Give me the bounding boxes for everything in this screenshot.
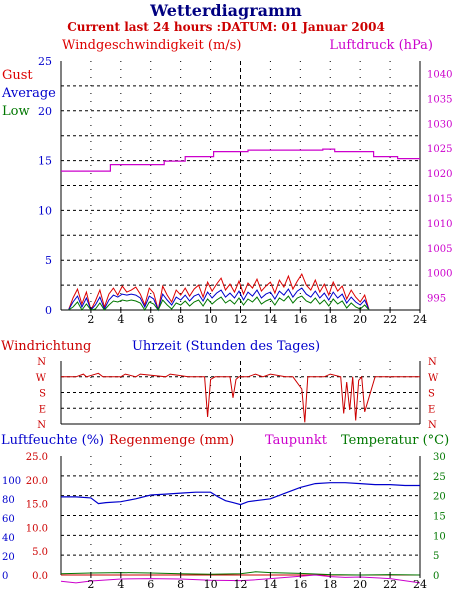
direction-tick-right: E: [428, 404, 435, 415]
rain-tick-label: 20.0: [26, 476, 48, 487]
legend-average: Average: [1, 86, 56, 101]
climate-xtick-label: 12: [234, 578, 248, 591]
pressure-ytick-label: 1000: [427, 269, 452, 280]
pressure-ytick-label: 1030: [427, 119, 452, 130]
climate-xtick-label: 24: [413, 578, 427, 591]
wind-ytick-label: 0: [45, 304, 52, 317]
direction-tick-right: S: [428, 389, 435, 400]
humidity-tick-label: 0: [2, 571, 8, 582]
temperature-tick-label: 20: [433, 492, 446, 503]
average-line: [68, 287, 370, 312]
wind-direction-line: [61, 372, 420, 423]
climate-xtick-label: 20: [353, 578, 367, 591]
humidity-tick-label: 100: [2, 476, 21, 487]
gust-line: [68, 273, 370, 312]
climate-xtick-label: 6: [147, 578, 154, 591]
legend-gust: Gust: [2, 68, 33, 83]
wind-direction-panel: Windrichtung Uhrzeit (Stunden des Tages) N…: [1, 339, 439, 431]
wind-xtick-label: 12: [234, 313, 248, 326]
temperature-tick-label: 15: [433, 512, 446, 523]
direction-tick-left: E: [39, 404, 46, 415]
climate-label-1: Regenmenge (mm): [109, 433, 234, 448]
wind-pressure-panel: Windgeschwindigkeit (m/s) Luftdruck (hPa)…: [1, 38, 452, 326]
wind-xtick-label: 22: [383, 313, 397, 326]
humidity-tick-label: 20: [2, 552, 15, 563]
rain-tick-label: 5.0: [32, 547, 48, 558]
time-axis-label: Uhrzeit (Stunden des Tages): [132, 339, 320, 354]
rain-tick-label: 10.0: [26, 523, 48, 534]
wind-xtick-label: 24: [413, 313, 427, 326]
climate-label-3: Temperatur (°C): [341, 433, 449, 448]
wind-speed-axis-label: Windgeschwindigkeit (m/s): [62, 38, 241, 53]
climate-label-0: Luftfeuchte (%): [1, 433, 104, 448]
pressure-ytick-label: 1020: [427, 169, 452, 180]
humidity-tick-label: 40: [2, 533, 15, 544]
climate-xtick-label: 10: [204, 578, 218, 591]
wind-ytick-label: 5: [45, 254, 52, 267]
chart-subtitle: Current last 24 hours :DATUM: 01 Januar …: [67, 20, 385, 34]
temperature-tick-label: 10: [433, 531, 446, 542]
direction-tick-left: N: [37, 420, 46, 431]
rain-tick-label: 15.0: [26, 500, 48, 511]
dewpoint-line: [60, 574, 421, 584]
climate-xtick-label: 8: [177, 578, 184, 591]
climate-xtick-label: 18: [323, 578, 337, 591]
rain-tick-label: 0.0: [32, 571, 48, 582]
wind-xtick-label: 2: [87, 313, 94, 326]
wind-xtick-label: 16: [293, 313, 307, 326]
direction-tick-left: W: [36, 373, 47, 384]
wind-xtick-label: 4: [117, 313, 124, 326]
direction-tick-left: N: [37, 357, 46, 368]
wind-xtick-label: 14: [263, 313, 277, 326]
rain-tick-label: 25.0: [26, 452, 48, 463]
wind-xtick-label: 6: [147, 313, 154, 326]
humidity-temperature-panel: Luftfeuchte (%) Regenmenge (mm) Taupunkt Te…: [1, 433, 449, 591]
humidity-tick-label: 60: [2, 514, 15, 525]
wind-xtick-label: 20: [353, 313, 367, 326]
pressure-ytick-label: 1005: [427, 244, 452, 255]
humidity-line: [61, 482, 420, 506]
chart-title: Wetterdiagramm: [149, 1, 302, 20]
temperature-tick-label: 30: [433, 452, 446, 463]
pressure-ytick-label: 1015: [427, 194, 452, 205]
wind-direction-label: Windrichtung: [1, 339, 91, 354]
climate-xtick-label: 22: [383, 578, 397, 591]
climate-xtick-label: 16: [293, 578, 307, 591]
wind-ytick-label: 10: [38, 204, 52, 217]
low-line: [68, 295, 370, 311]
pressure-axis-label: Luftdruck (hPa): [329, 38, 433, 53]
climate-xtick-label: 2: [87, 578, 94, 591]
pressure-ytick-label: 1010: [427, 219, 452, 230]
pressure-ytick-label: 1035: [427, 94, 452, 105]
direction-tick-left: S: [39, 389, 46, 400]
temperature-tick-label: 0: [433, 571, 439, 582]
wind-xtick-label: 10: [204, 313, 218, 326]
temperature-tick-label: 5: [433, 551, 439, 562]
legend-low: Low: [2, 104, 30, 119]
temperature-line: [60, 571, 421, 576]
climate-xtick-label: 14: [263, 578, 277, 591]
direction-tick-right: N: [428, 357, 437, 368]
direction-tick-right: W: [428, 373, 439, 384]
wind-ytick-label: 15: [38, 155, 52, 168]
climate-xtick-label: 4: [117, 578, 124, 591]
humidity-tick-label: 80: [2, 495, 15, 506]
pressure-ytick-label: 995: [427, 294, 446, 305]
climate-label-2: Taupunkt: [265, 433, 328, 448]
wind-xtick-label: 18: [323, 313, 337, 326]
direction-tick-right: N: [428, 420, 437, 431]
wind-ytick-label: 20: [38, 105, 52, 118]
wind-ytick-label: 25: [38, 55, 52, 68]
pressure-ytick-label: 1040: [427, 69, 452, 80]
pressure-line: [61, 148, 420, 172]
pressure-ytick-label: 1025: [427, 144, 452, 155]
temperature-tick-label: 25: [433, 472, 446, 483]
wind-xtick-label: 8: [177, 313, 184, 326]
